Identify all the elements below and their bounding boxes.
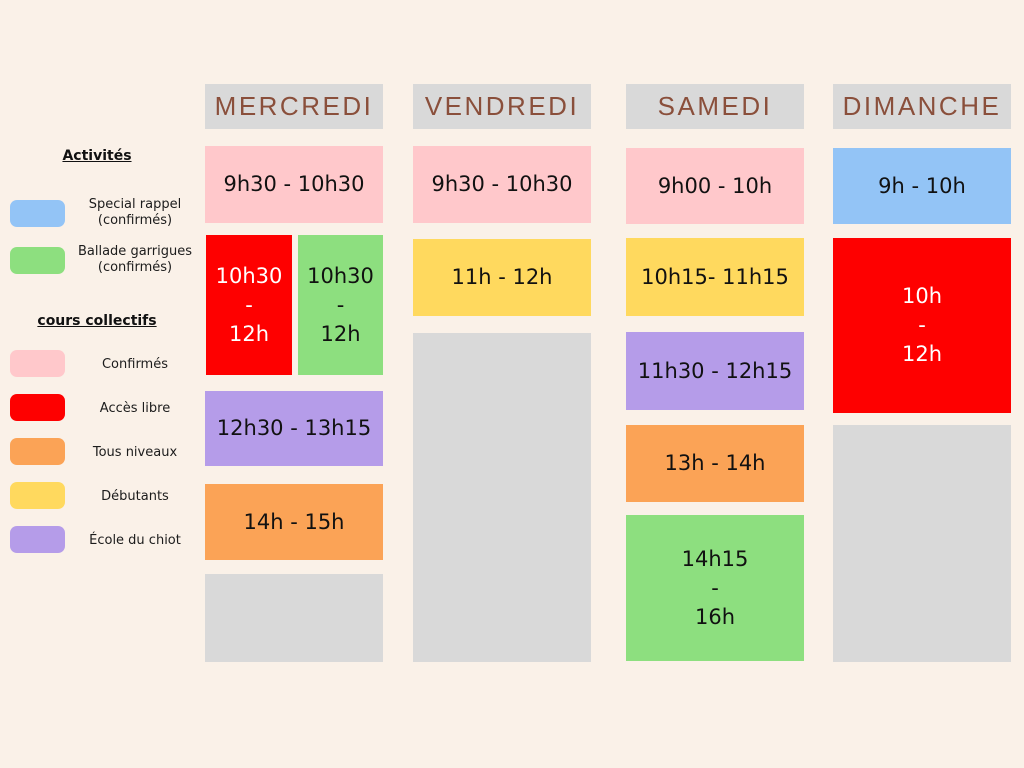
legend-label-ecole-du-chiot: École du chiot: [89, 533, 181, 548]
schedule-block-confirmes: 9h30 - 10h30: [413, 146, 591, 223]
time-text: 16h: [694, 604, 736, 629]
time-text: 9h30 - 10h30: [223, 172, 365, 196]
legend-swatch-ballade-garrigues: [10, 247, 65, 274]
time-text: 11h30 - 12h15: [637, 358, 793, 383]
time-text: 11h - 12h: [451, 265, 553, 289]
time-text: 14h15: [681, 546, 749, 571]
time-text: 10h30: [307, 263, 374, 288]
legend-swatch-ecole-du-chiot: [10, 526, 65, 553]
schedule-block-empty: [833, 425, 1011, 662]
time-text: 9h30 - 10h30: [431, 172, 573, 196]
schedule-block-empty: [413, 333, 591, 662]
time-text: -: [918, 313, 926, 337]
schedule-block-debutants: 11h - 12h: [413, 239, 591, 316]
schedule-block-tous-niveaux: 14h - 15h: [205, 484, 383, 560]
legend-swatch-debutants: [10, 482, 65, 509]
schedule-block-ballade-garrigues: 14h15 - 16h: [626, 515, 804, 661]
time-text: 12h: [320, 321, 361, 346]
schedule-block-special-rappel: 9h - 10h: [833, 148, 1011, 224]
legend-label-confirmes: Confirmés: [101, 357, 168, 372]
day-column-samedi: SAMEDI 9h00 - 10h 10h15- 11h15 11h30 - 12h1…: [626, 0, 804, 768]
legend-swatch-tous-niveaux: [10, 438, 65, 465]
legend-label-line: Ballade garrigues: [77, 244, 192, 259]
legend-swatch-acces-libre: [10, 394, 65, 421]
day-header-dimanche: DIMANCHE: [833, 84, 1011, 129]
day-header-mercredi: MERCREDI: [205, 84, 383, 129]
time-text: 12h30 - 13h15: [216, 416, 372, 440]
day-header-samedi: SAMEDI: [626, 84, 804, 129]
time-text: -: [336, 292, 345, 317]
legend-label-ballade-garrigues: Ballade garrigues (confirmés): [70, 244, 200, 276]
schedule-block-empty: [205, 574, 383, 662]
legend-courses-title: cours collectifs: [37, 313, 157, 329]
legend-swatch-confirmes: [10, 350, 65, 377]
time-text: 10h15- 11h15: [641, 264, 789, 289]
legend-label-line: Special rappel: [88, 197, 182, 212]
legend-label-special-rappel: Special rappel (confirmés): [70, 197, 200, 229]
day-column-dimanche: DIMANCHE 9h - 10h 10h - 12h: [833, 0, 1011, 768]
legend-label-debutants: Débutants: [101, 489, 169, 504]
day-column-vendredi: VENDREDI 9h30 - 10h30 11h - 12h: [413, 0, 591, 768]
legend-activities-title: Activités: [62, 148, 132, 164]
time-text: 9h00 - 10h: [657, 173, 773, 198]
day-header-vendredi: VENDREDI: [413, 84, 591, 129]
legend-label-line: (confirmés): [97, 260, 173, 275]
legend-label-line: (confirmés): [97, 213, 173, 228]
time-text: 12h: [901, 342, 943, 366]
time-text: 13h - 14h: [664, 451, 766, 475]
schedule-block-ecole-du-chiot: 11h30 - 12h15: [626, 332, 804, 410]
schedule-block-acces-libre: 10h30 - 12h: [206, 235, 292, 375]
legend-label-acces-libre: Accès libre: [99, 401, 171, 416]
schedule-block-debutants: 10h15- 11h15: [626, 238, 804, 316]
time-text: 9h - 10h: [878, 173, 966, 198]
time-text: 12h: [228, 321, 270, 346]
time-text: 10h30: [215, 263, 283, 288]
legend-swatch-special-rappel: [10, 200, 65, 227]
time-text: 14h - 15h: [243, 509, 345, 534]
time-text: 10h: [901, 284, 943, 308]
day-column-mercredi: MERCREDI 9h30 - 10h30 10h30 - 12h 10h30 - 12h 12…: [205, 0, 383, 768]
schedule-block-confirmes: 9h00 - 10h: [626, 148, 804, 224]
schedule-block-acces-libre: 10h - 12h: [833, 238, 1011, 413]
schedule-block-ecole-du-chiot: 12h30 - 13h15: [205, 391, 383, 466]
schedule-block-confirmes: 9h30 - 10h30: [205, 146, 383, 223]
legend-label-tous-niveaux: Tous niveaux: [92, 445, 178, 460]
schedule-block-ballade-garrigues: 10h30 - 12h: [298, 235, 383, 375]
schedule-block-tous-niveaux: 13h - 14h: [626, 425, 804, 502]
time-text: -: [711, 575, 719, 600]
time-text: -: [245, 292, 253, 317]
